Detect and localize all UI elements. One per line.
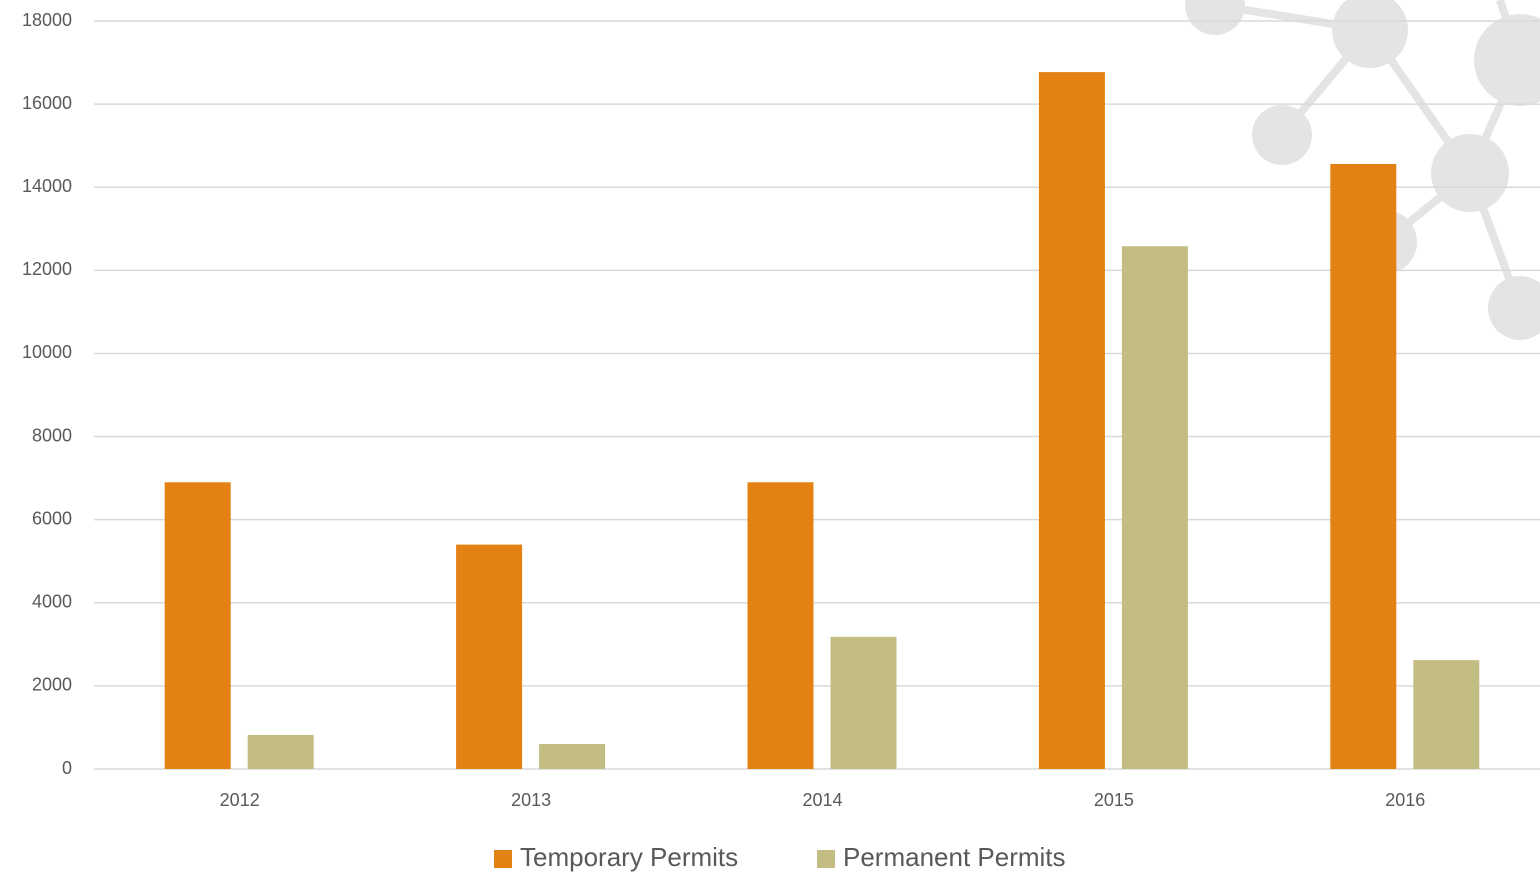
y-tick-label: 2000 bbox=[32, 675, 72, 695]
bar bbox=[539, 744, 605, 769]
legend-label: Temporary Permits bbox=[520, 842, 738, 872]
y-tick-label: 16000 bbox=[22, 93, 72, 113]
y-tick-label: 8000 bbox=[32, 425, 72, 445]
bar bbox=[248, 735, 314, 769]
x-tick-label: 2015 bbox=[1094, 790, 1134, 810]
legend-label: Permanent Permits bbox=[843, 842, 1066, 872]
y-tick-label: 4000 bbox=[32, 592, 72, 612]
bar bbox=[1330, 164, 1396, 769]
chart: 0 2000 4000 6000 8000 10000 12000 14000 16000 180… bbox=[0, 0, 1540, 874]
x-tick-label: 2014 bbox=[802, 790, 842, 810]
x-tick-label: 2016 bbox=[1385, 790, 1425, 810]
y-tick-label: 0 bbox=[62, 758, 72, 778]
y-tick-label: 12000 bbox=[22, 259, 72, 279]
bar bbox=[1039, 72, 1105, 769]
y-tick-label: 10000 bbox=[22, 342, 72, 362]
y-tick-label: 18000 bbox=[22, 10, 72, 30]
y-tick-label: 6000 bbox=[32, 508, 72, 528]
bar bbox=[748, 482, 814, 769]
bar bbox=[1122, 246, 1188, 769]
legend-swatch bbox=[817, 850, 835, 868]
x-tick-label: 2012 bbox=[220, 790, 260, 810]
legend-swatch bbox=[494, 850, 512, 868]
bar bbox=[165, 482, 231, 769]
bar bbox=[831, 637, 897, 769]
x-tick-label: 2013 bbox=[511, 790, 551, 810]
y-tick-label: 14000 bbox=[22, 176, 72, 196]
bar bbox=[1413, 660, 1479, 769]
bar bbox=[456, 545, 522, 769]
